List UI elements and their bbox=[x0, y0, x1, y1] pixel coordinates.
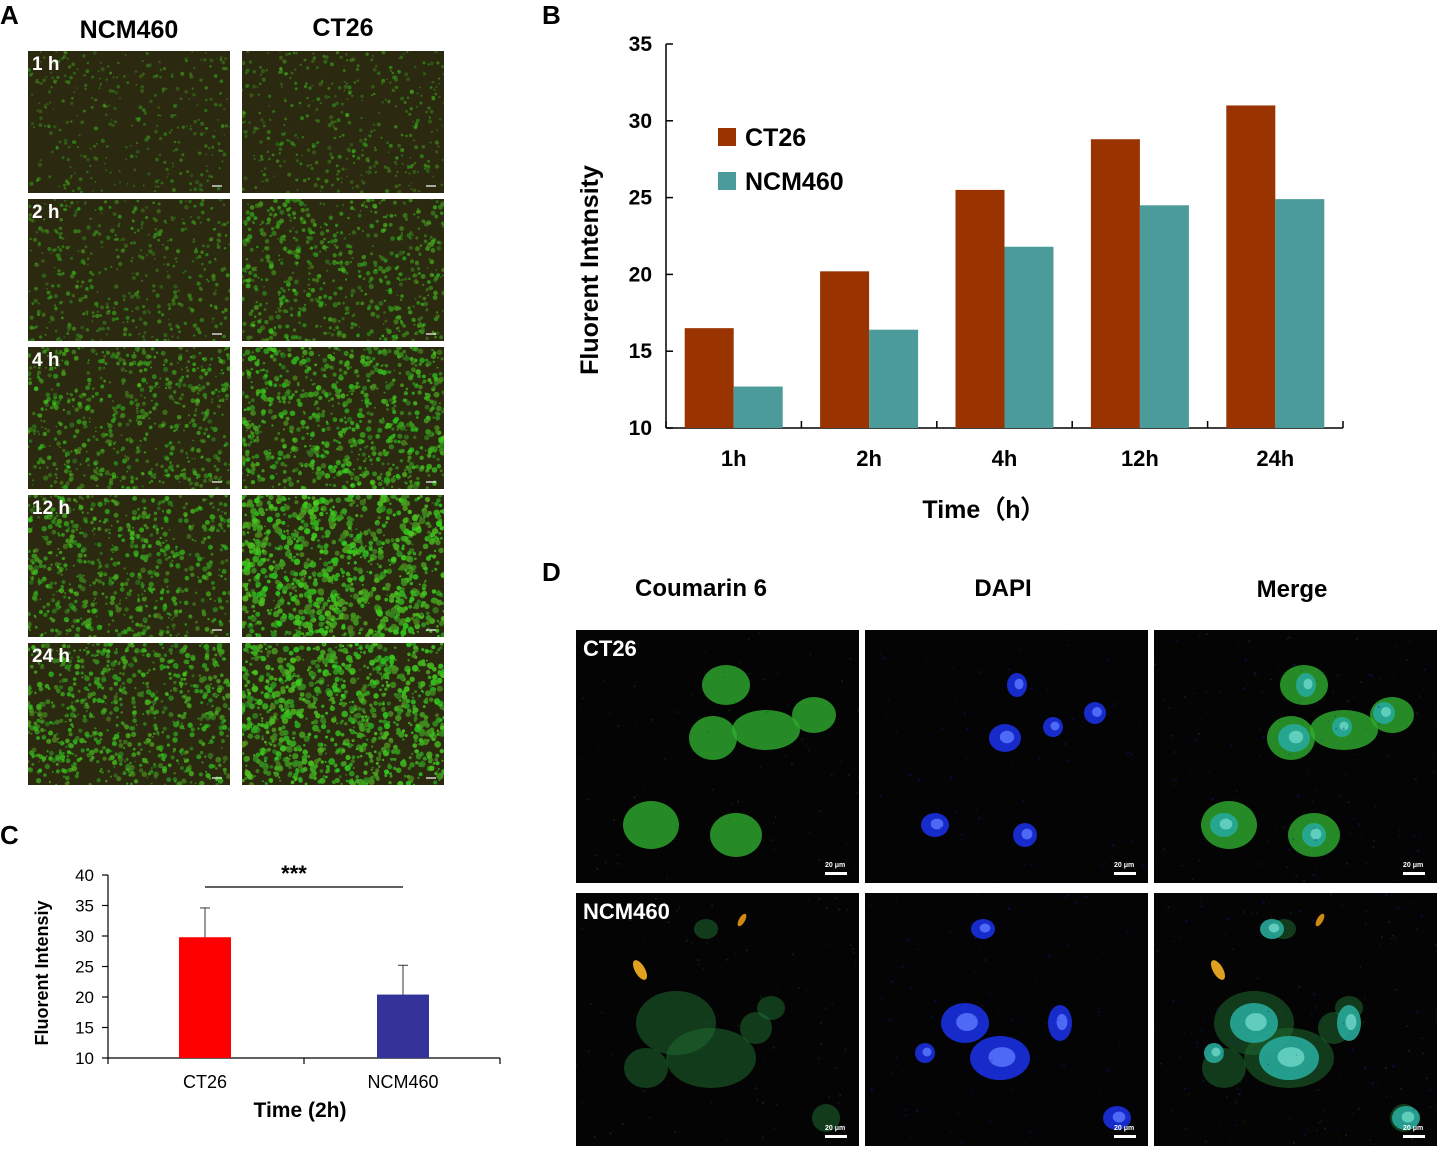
bar-ncm460-4h bbox=[1004, 246, 1054, 428]
bar-ct26 bbox=[179, 937, 231, 1058]
scale-bar bbox=[1114, 1135, 1136, 1138]
panel-letter-c: C bbox=[0, 820, 19, 850]
y-tick-label: 30 bbox=[629, 110, 652, 133]
legend-label-ncm460: NCM460 bbox=[745, 168, 844, 196]
y-tick-label: 10 bbox=[75, 1049, 94, 1068]
panel-letter-b: B bbox=[542, 0, 561, 30]
panel-d-column-header-merge: Merge bbox=[1256, 576, 1328, 603]
panel-c-bar-chart: 10 15 20 25 30 35 40 CT26 NCM460 *** Fluorent Inte… bbox=[32, 861, 501, 1122]
micrograph-ncm460-0: 1 h bbox=[28, 51, 230, 193]
x-tick-label: NCM460 bbox=[367, 1072, 438, 1092]
scale-bar-label: 20 μm bbox=[825, 1125, 846, 1132]
fluorescence-dapi-ncm460: 20 μm bbox=[865, 893, 1148, 1146]
legend-swatch-ncm460 bbox=[718, 172, 736, 190]
panel-letter-d: D bbox=[542, 557, 561, 587]
scale-bar bbox=[825, 1135, 847, 1138]
scale-bar-label: 20 μm bbox=[1114, 1125, 1135, 1132]
scale-bar bbox=[426, 481, 436, 483]
y-tick-label: 15 bbox=[629, 340, 653, 363]
y-tick-label: 25 bbox=[75, 958, 94, 977]
time-label: 4 h bbox=[32, 350, 60, 371]
bar-ct26-12h bbox=[1090, 139, 1140, 428]
panel-a-column-header-ncm460: NCM460 bbox=[79, 16, 179, 44]
y-tick-label: 35 bbox=[75, 897, 94, 916]
micrograph-ct26-1 bbox=[242, 199, 444, 341]
scale-bar bbox=[1403, 872, 1425, 875]
scale-bar bbox=[212, 777, 222, 779]
legend-label-ct26: CT26 bbox=[745, 124, 806, 152]
panel-d-column-header-coumarin: Coumarin 6 bbox=[634, 575, 768, 602]
scale-bar bbox=[1403, 1135, 1425, 1138]
bar-ct26-4h bbox=[955, 189, 1005, 428]
fluorescence-merge-ncm460: 20 μm bbox=[1154, 893, 1437, 1146]
scale-bar bbox=[426, 777, 436, 779]
fluorescence-coumarin-6-ncm460: NCM460 20 μm bbox=[576, 893, 859, 1146]
micrograph-ct26-3 bbox=[242, 495, 444, 637]
y-tick-label: 35 bbox=[629, 33, 653, 56]
x-tick-label: 24h bbox=[1256, 446, 1294, 471]
scale-bar bbox=[1114, 872, 1136, 875]
significance-marker: *** bbox=[281, 861, 307, 886]
bar-ct26-24h bbox=[1226, 105, 1276, 428]
scale-bar bbox=[426, 629, 436, 631]
fluorescence-merge-ct26: 20 μm bbox=[1154, 630, 1437, 883]
micrograph-ct26-0 bbox=[242, 51, 444, 193]
x-tick-label: 12h bbox=[1121, 446, 1159, 471]
micrograph-ncm460-3: 12 h bbox=[28, 495, 230, 637]
panel-letter-a: A bbox=[0, 0, 19, 30]
scale-bar-label: 20 μm bbox=[1403, 1125, 1424, 1132]
x-tick-label: 4h bbox=[992, 446, 1018, 471]
x-tick-label: 1h bbox=[721, 446, 747, 471]
x-tick-label: CT26 bbox=[183, 1072, 227, 1092]
x-axis-title: Time（h） bbox=[922, 495, 1045, 524]
scale-bar-label: 20 μm bbox=[1114, 862, 1135, 869]
bar-ct26-2h bbox=[820, 271, 870, 428]
micrograph-ncm460-4: 24 h bbox=[28, 643, 230, 785]
scale-bar bbox=[426, 333, 436, 335]
micrograph-ct26-2 bbox=[242, 347, 444, 489]
cell-line-label: NCM460 bbox=[583, 899, 670, 924]
micrograph-ncm460-1: 2 h bbox=[28, 199, 230, 341]
micrograph-ct26-4 bbox=[242, 643, 444, 785]
scale-bar-label: 20 μm bbox=[825, 862, 846, 869]
y-axis-title: Fluorent Intensity bbox=[576, 165, 604, 375]
bar-ncm460-24h bbox=[1275, 199, 1325, 428]
fluorescence-coumarin-6-ct26: CT26 20 μm bbox=[576, 630, 859, 883]
panel-b-bar-chart: 10 15 20 25 30 35 1h 2h 4h 12h 24h CT26 NCM460 Fluore… bbox=[576, 33, 1344, 524]
scale-bar bbox=[212, 481, 222, 483]
y-tick-label: 15 bbox=[75, 1019, 94, 1038]
time-label: 1 h bbox=[32, 54, 60, 75]
y-tick-label: 30 bbox=[75, 927, 94, 946]
time-label: 24 h bbox=[32, 646, 71, 667]
y-tick-label: 20 bbox=[629, 263, 652, 286]
micrograph-ncm460-2: 4 h bbox=[28, 347, 230, 489]
scale-bar bbox=[212, 629, 222, 631]
bar-ncm460-12h bbox=[1139, 205, 1189, 428]
legend-swatch-ct26 bbox=[718, 128, 736, 146]
y-axis-title: Fluorent Intensiy bbox=[32, 900, 52, 1045]
y-tick-label: 40 bbox=[75, 866, 94, 885]
fluorescence-dapi-ct26: 20 μm bbox=[865, 630, 1148, 883]
panel-a-column-header-ct26: CT26 bbox=[312, 14, 374, 42]
panel-d-column-header-dapi: DAPI bbox=[974, 575, 1032, 602]
scale-bar bbox=[426, 185, 436, 187]
bar-ncm460-2h bbox=[869, 329, 919, 428]
cell-line-label: CT26 bbox=[583, 636, 637, 661]
scale-bar bbox=[212, 185, 222, 187]
time-label: 12 h bbox=[32, 498, 71, 519]
y-tick-label: 20 bbox=[75, 988, 94, 1007]
bar-ncm460-1h bbox=[733, 386, 783, 428]
bar-ct26-1h bbox=[684, 328, 734, 428]
y-tick-label: 25 bbox=[629, 187, 653, 210]
bar-ncm460 bbox=[377, 994, 429, 1058]
scale-bar bbox=[212, 333, 222, 335]
scale-bar-label: 20 μm bbox=[1403, 862, 1424, 869]
x-tick-label: 2h bbox=[856, 446, 882, 471]
x-axis-title: Time (2h) bbox=[254, 1099, 347, 1122]
scale-bar bbox=[825, 872, 847, 875]
time-label: 2 h bbox=[32, 202, 60, 223]
y-tick-label: 10 bbox=[629, 417, 652, 440]
